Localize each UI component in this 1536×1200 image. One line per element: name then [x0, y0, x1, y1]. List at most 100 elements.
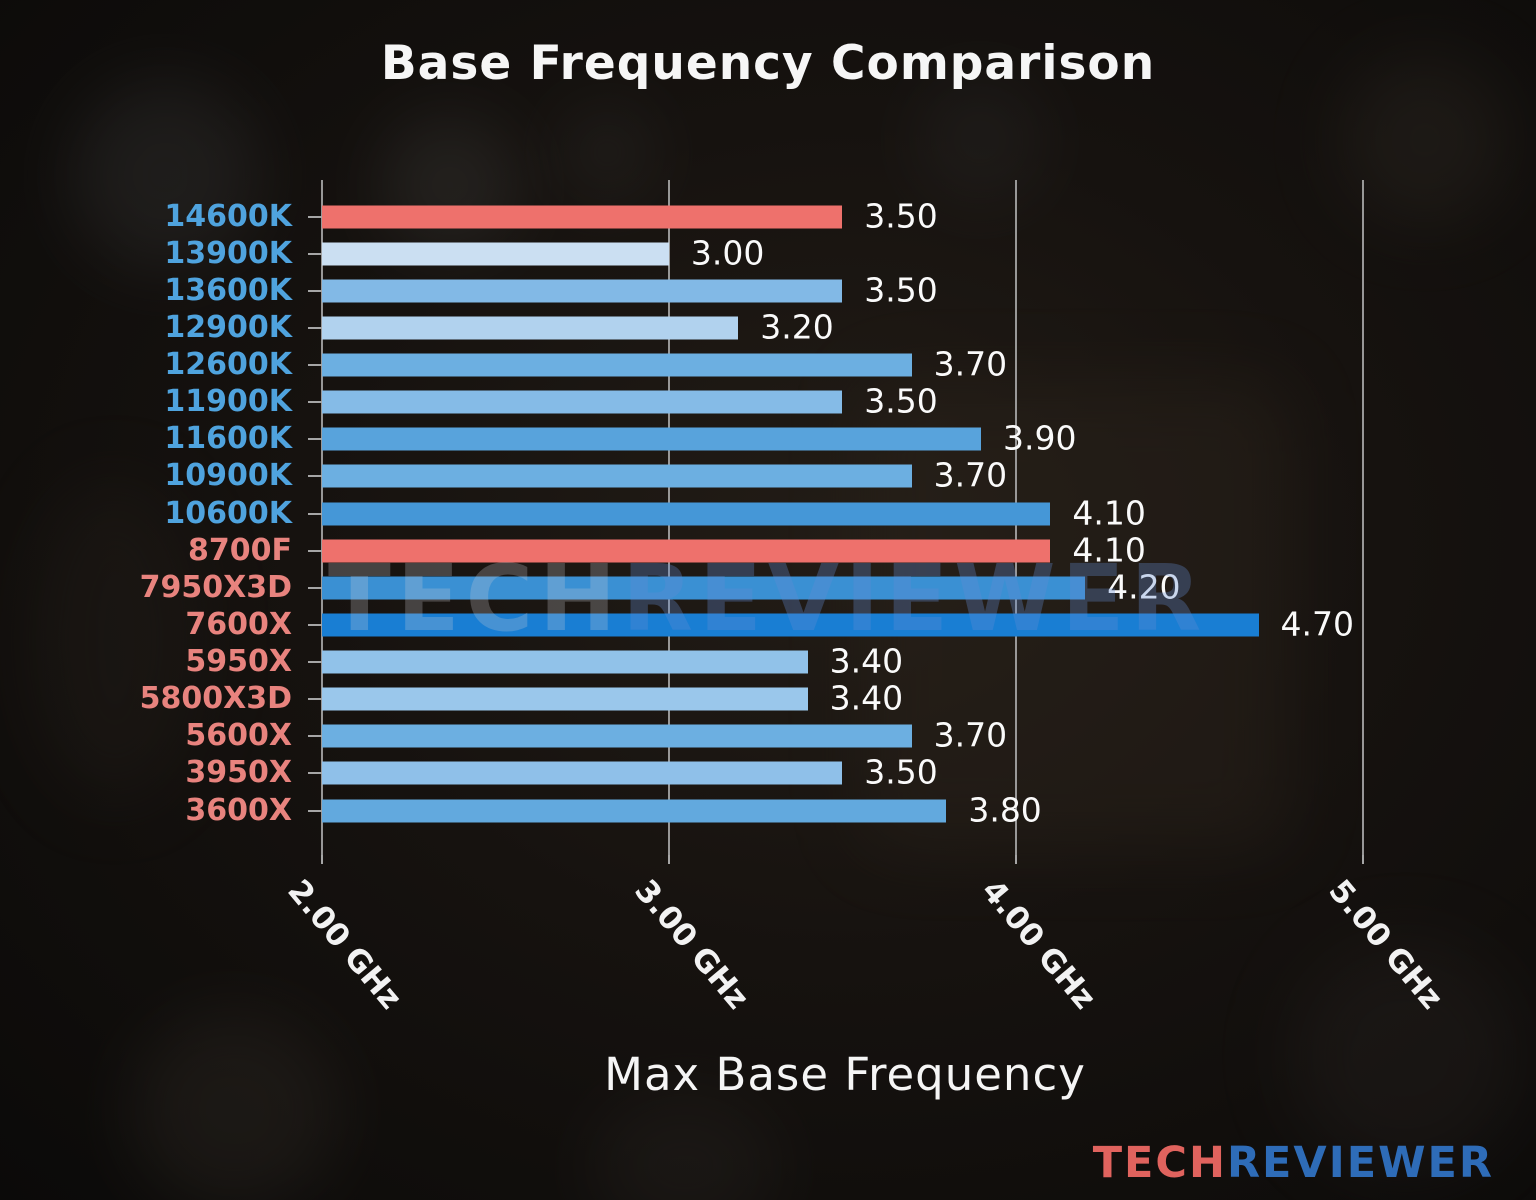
bar-track: 4.20	[308, 567, 1536, 607]
y-tick-mark	[308, 512, 322, 515]
category-label: 14600K	[164, 198, 292, 234]
bar-value-label: 3.80	[968, 790, 1042, 830]
chart-row: 14600K 3.50	[0, 196, 1536, 236]
y-tick-mark	[308, 586, 322, 589]
y-tick-mark	[308, 364, 322, 367]
chart-row: 5800X3D 3.40	[0, 679, 1536, 718]
bar-value-label: 4.10	[1072, 493, 1146, 533]
brand-text-left: TECH	[1092, 1138, 1227, 1188]
bar-value-label: 3.50	[864, 196, 938, 236]
bar-value-label: 3.70	[933, 456, 1008, 496]
bar-value-label: 3.00	[690, 233, 765, 273]
grid-line	[1361, 180, 1364, 855]
background-decor	[590, 1090, 780, 1200]
chart-row: 7600X 4.70	[0, 604, 1536, 644]
bar	[322, 390, 843, 414]
chart-row: 13600K 3.50	[0, 271, 1536, 310]
chart-row: 10900K 3.70	[0, 456, 1536, 496]
bar	[322, 464, 912, 488]
bar	[322, 242, 669, 266]
bar	[322, 761, 843, 785]
x-tick-label: 5.00 GHz	[1320, 873, 1450, 1017]
y-tick-mark	[308, 809, 322, 812]
bar-value-label: 3.70	[933, 344, 1008, 384]
bar-value-label: 3.70	[933, 716, 1008, 756]
background-decor	[560, 105, 655, 200]
bar	[322, 650, 808, 674]
bar-value-label: 4.70	[1280, 604, 1354, 644]
background-decor	[380, 115, 520, 255]
bar	[322, 576, 1086, 600]
y-tick-mark	[308, 698, 322, 701]
bar-track: 3.80	[308, 790, 1536, 830]
bar-track: 3.70	[308, 456, 1536, 496]
y-tick-mark	[308, 215, 322, 218]
bar-value-label: 3.40	[829, 641, 904, 681]
x-tick-mark	[321, 855, 323, 864]
bar	[322, 539, 1051, 563]
x-tick-mark	[1014, 855, 1017, 864]
bar-value-label: 4.10	[1072, 530, 1146, 570]
y-tick-mark	[308, 252, 322, 255]
x-tick-label: 4.00 GHz	[974, 873, 1103, 1017]
category-label: 11900K	[164, 384, 292, 420]
y-tick-mark	[308, 289, 322, 292]
background-decor	[30, 480, 200, 800]
y-tick-mark	[308, 549, 322, 552]
bar-track: 3.90	[308, 419, 1536, 458]
background-decor	[70, 80, 260, 270]
category-label: 7950X3D	[139, 569, 292, 605]
chart-row: 13900K 3.00	[0, 233, 1536, 273]
background-decor	[1340, 55, 1510, 225]
x-axis-tick-labels: 2.00 GHz 3.00 GHz 4.00 GHz 5.00 GHz	[280, 863, 1536, 1063]
category-label: 10600K	[164, 495, 292, 531]
bar-track: 3.00	[308, 233, 1536, 273]
x-tick-mark	[667, 855, 670, 864]
chart-title: Base Frequency Comparison	[380, 36, 1156, 91]
bar-value-label: 4.20	[1107, 567, 1181, 607]
category-label: 3950X	[185, 755, 292, 791]
bar	[322, 687, 808, 711]
chart-row: 11600K 3.90	[0, 419, 1536, 458]
y-tick-mark	[308, 735, 322, 738]
x-tick-label: 3.00 GHz	[627, 873, 756, 1017]
category-label: 5950X	[185, 644, 292, 680]
chart-row: 11900K 3.50	[0, 381, 1536, 421]
y-tick-mark	[308, 401, 322, 404]
chart-row: 5600X 3.70	[0, 716, 1536, 756]
bar	[322, 724, 912, 748]
chart-row: 12600K 3.70	[0, 344, 1536, 384]
bar-track: 4.10	[308, 493, 1536, 533]
category-label: 11600K	[164, 421, 292, 457]
y-tick-mark	[308, 772, 322, 775]
bar-track: 3.50	[308, 196, 1536, 236]
bar	[322, 799, 947, 823]
category-label: 5600X	[185, 718, 292, 754]
chart-row: 3950X 3.50	[0, 753, 1536, 793]
x-axis-title: Max Base Frequency	[604, 1048, 1086, 1101]
bar	[322, 502, 1051, 526]
chart-row: 10600K 4.10	[0, 493, 1536, 533]
bar-value-label: 3.50	[864, 753, 938, 793]
brand-text-right: REVIEWER	[1226, 1138, 1494, 1188]
bar-value-label: 3.50	[864, 381, 938, 421]
plot-area: 14600K 3.50 13900K 3.00 13600K 3.50 12900K 3.20…	[140, 180, 1536, 864]
bar-track: 3.70	[308, 344, 1536, 384]
bar-value-label: 3.20	[760, 307, 834, 347]
chart-row: 5950X 3.40	[0, 641, 1536, 681]
y-tick-mark	[308, 326, 322, 329]
bar	[322, 427, 982, 451]
bar	[322, 205, 843, 229]
category-label: 10900K	[164, 458, 292, 494]
bar	[322, 279, 843, 303]
bar	[322, 316, 739, 340]
bar-track: 3.50	[308, 753, 1536, 793]
chart-row: 3600X 3.80	[0, 790, 1536, 830]
bar-track: 3.70	[308, 716, 1536, 756]
y-tick-mark	[308, 438, 322, 441]
bar-track: 3.20	[308, 307, 1536, 347]
x-tick-mark	[1361, 855, 1364, 864]
category-label: 13600K	[164, 272, 292, 308]
background-decor	[915, 75, 1045, 205]
